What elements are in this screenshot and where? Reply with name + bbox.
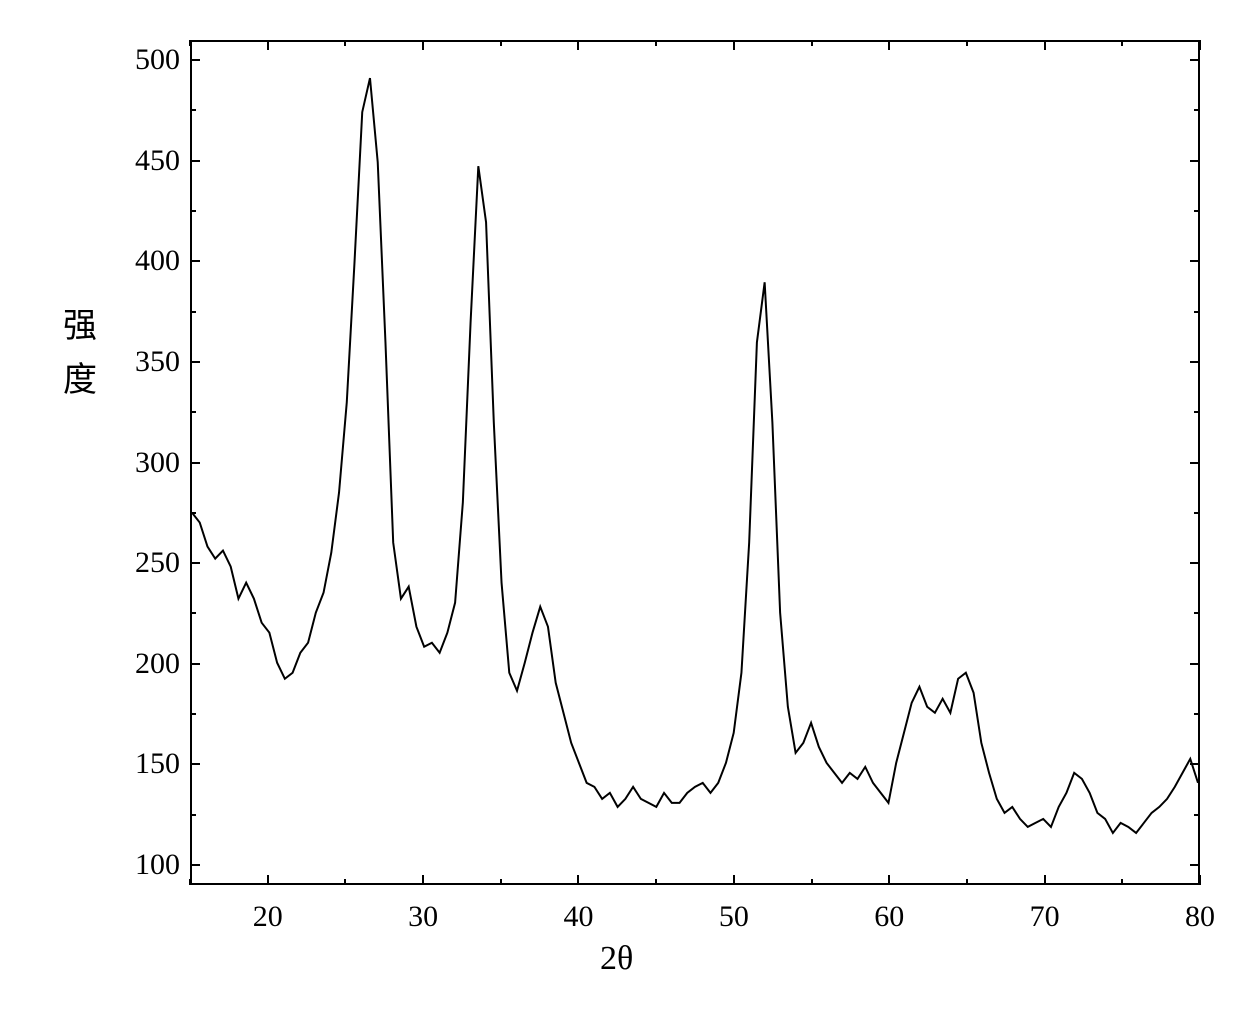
- x-tick-minor: [189, 40, 191, 46]
- y-tick-minor: [190, 814, 196, 816]
- y-tick-major: [190, 763, 200, 765]
- y-tick-label: 350: [135, 345, 180, 379]
- x-tick-major: [1199, 875, 1201, 885]
- x-tick-minor: [1121, 40, 1123, 46]
- x-tick-minor: [344, 40, 346, 46]
- y-tick-label: 400: [135, 244, 180, 278]
- y-tick-label: 300: [135, 446, 180, 480]
- y-tick-major: [1190, 160, 1200, 162]
- chart-container: 强 度 2θ 100 150 200 250 300 350 400 450 500 20 30 4…: [60, 20, 1220, 980]
- x-tick-major: [733, 40, 735, 50]
- y-tick-major: [1190, 260, 1200, 262]
- y-tick-minor: [1194, 814, 1200, 816]
- y-tick-major: [1190, 562, 1200, 564]
- y-tick-major: [1190, 763, 1200, 765]
- x-tick-minor: [966, 879, 968, 885]
- x-tick-major: [267, 40, 269, 50]
- y-tick-minor: [190, 512, 196, 514]
- x-tick-label: 70: [1030, 900, 1060, 934]
- y-tick-major: [190, 361, 200, 363]
- y-tick-minor: [190, 713, 196, 715]
- x-tick-label: 40: [563, 900, 593, 934]
- x-tick-major: [733, 875, 735, 885]
- y-tick-minor: [190, 411, 196, 413]
- x-tick-major: [267, 875, 269, 885]
- y-tick-major: [1190, 462, 1200, 464]
- plot-area: [190, 40, 1200, 885]
- y-tick-minor: [1194, 311, 1200, 313]
- x-tick-minor: [500, 40, 502, 46]
- y-tick-major: [190, 462, 200, 464]
- y-tick-minor: [1194, 612, 1200, 614]
- x-tick-minor: [1121, 879, 1123, 885]
- y-tick-label: 500: [135, 43, 180, 77]
- y-tick-minor: [190, 210, 196, 212]
- y-tick-minor: [190, 311, 196, 313]
- y-tick-major: [190, 663, 200, 665]
- y-tick-minor: [1194, 713, 1200, 715]
- y-tick-label: 100: [135, 848, 180, 882]
- y-tick-label: 250: [135, 546, 180, 580]
- x-tick-major: [422, 40, 424, 50]
- x-tick-minor: [189, 879, 191, 885]
- x-tick-minor: [500, 879, 502, 885]
- y-tick-minor: [190, 612, 196, 614]
- y-tick-major: [190, 864, 200, 866]
- x-tick-label: 30: [408, 900, 438, 934]
- x-tick-minor: [655, 40, 657, 46]
- x-tick-major: [577, 40, 579, 50]
- x-tick-minor: [811, 879, 813, 885]
- y-tick-major: [1190, 663, 1200, 665]
- y-tick-minor: [1194, 210, 1200, 212]
- x-tick-label: 80: [1185, 900, 1215, 934]
- y-tick-minor: [190, 109, 196, 111]
- y-tick-major: [190, 562, 200, 564]
- y-tick-major: [190, 59, 200, 61]
- y-tick-label: 150: [135, 747, 180, 781]
- y-tick-major: [1190, 864, 1200, 866]
- y-tick-label: 450: [135, 144, 180, 178]
- y-label-char-2: 度: [60, 354, 100, 408]
- x-tick-label: 20: [253, 900, 283, 934]
- x-tick-major: [422, 875, 424, 885]
- y-tick-minor: [1194, 109, 1200, 111]
- x-tick-major: [888, 40, 890, 50]
- y-tick-minor: [1194, 512, 1200, 514]
- y-tick-major: [1190, 361, 1200, 363]
- x-tick-label: 50: [719, 900, 749, 934]
- x-tick-major: [1199, 40, 1201, 50]
- y-label-char-1: 强: [60, 300, 100, 354]
- x-tick-label: 60: [874, 900, 904, 934]
- x-tick-minor: [811, 40, 813, 46]
- x-tick-minor: [966, 40, 968, 46]
- y-tick-minor: [1194, 411, 1200, 413]
- y-axis-label: 强 度: [60, 300, 100, 409]
- x-axis-label: 2θ: [600, 940, 633, 978]
- x-tick-minor: [344, 879, 346, 885]
- x-tick-major: [1044, 40, 1046, 50]
- x-tick-major: [577, 875, 579, 885]
- x-tick-major: [1044, 875, 1046, 885]
- x-tick-major: [888, 875, 890, 885]
- x-tick-minor: [655, 879, 657, 885]
- xrd-pattern-line: [192, 42, 1198, 883]
- y-tick-major: [190, 160, 200, 162]
- y-tick-major: [190, 260, 200, 262]
- y-tick-major: [1190, 59, 1200, 61]
- y-tick-label: 200: [135, 647, 180, 681]
